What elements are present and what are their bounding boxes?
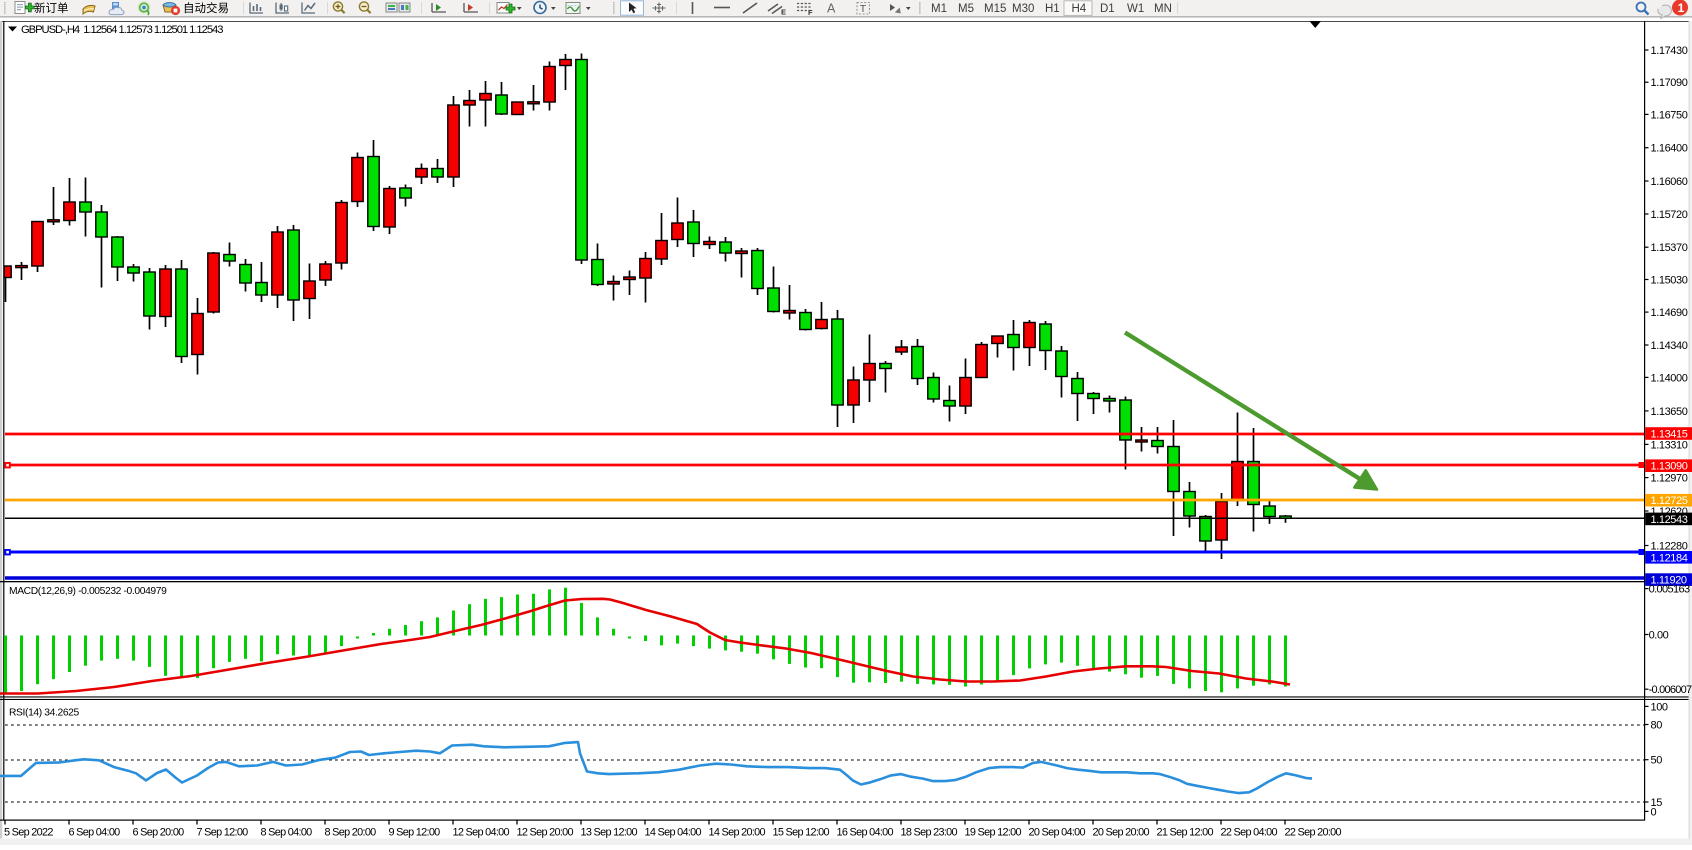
svg-text:13 Sep 12:00: 13 Sep 12:00 xyxy=(581,827,638,839)
svg-text:1.16400: 1.16400 xyxy=(1651,143,1688,155)
svg-text:A: A xyxy=(827,2,836,16)
svg-text:M30: M30 xyxy=(1012,3,1034,15)
svg-text:1.11920: 1.11920 xyxy=(1651,575,1687,587)
svg-text:新订单: 新订单 xyxy=(34,1,69,15)
svg-text:21 Sep 12:00: 21 Sep 12:00 xyxy=(1157,827,1214,839)
svg-text:0: 0 xyxy=(1651,806,1657,818)
svg-text:H4: H4 xyxy=(1072,3,1087,15)
svg-text:16 Sep 04:00: 16 Sep 04:00 xyxy=(837,827,894,839)
svg-text:F: F xyxy=(808,8,813,17)
svg-text:1.13090: 1.13090 xyxy=(1651,461,1688,473)
svg-text:1.14690: 1.14690 xyxy=(1651,307,1688,319)
svg-text:T: T xyxy=(860,3,867,15)
svg-text:M5: M5 xyxy=(958,3,974,15)
svg-text:1.12184: 1.12184 xyxy=(1651,552,1688,564)
svg-text:20 Sep 04:00: 20 Sep 04:00 xyxy=(1029,827,1086,839)
svg-text:1.14340: 1.14340 xyxy=(1651,340,1688,352)
svg-text:1.12725: 1.12725 xyxy=(1651,495,1688,507)
svg-text:GBPUSD-,H4 1.12564 1.12573 1.: GBPUSD-,H4 1.12564 1.12573 1.12501 1.125… xyxy=(21,24,223,36)
svg-text:0.00: 0.00 xyxy=(1649,630,1669,642)
svg-text:12 Sep 04:00: 12 Sep 04:00 xyxy=(453,827,510,839)
svg-text:1.15370: 1.15370 xyxy=(1651,242,1688,254)
svg-text:1.13650: 1.13650 xyxy=(1651,406,1688,418)
svg-text:M15: M15 xyxy=(984,3,1006,15)
svg-text:MACD(12,26,9) -0.005232 -0.004: MACD(12,26,9) -0.005232 -0.004979 xyxy=(9,586,167,597)
svg-text:14 Sep 04:00: 14 Sep 04:00 xyxy=(645,827,702,839)
svg-text:0.005163: 0.005163 xyxy=(1649,584,1690,596)
svg-text:E: E xyxy=(781,8,786,17)
svg-text:H1: H1 xyxy=(1045,3,1060,15)
svg-text:7 Sep 12:00: 7 Sep 12:00 xyxy=(197,827,249,839)
svg-text:-0.006007: -0.006007 xyxy=(1649,684,1692,696)
svg-text:M1: M1 xyxy=(931,3,947,15)
svg-text:6 Sep 20:00: 6 Sep 20:00 xyxy=(133,827,185,839)
svg-text:1.15720: 1.15720 xyxy=(1651,209,1688,221)
svg-text:1.16060: 1.16060 xyxy=(1651,176,1688,188)
svg-text:12 Sep 20:00: 12 Sep 20:00 xyxy=(517,827,574,839)
svg-text:15: 15 xyxy=(1651,797,1663,809)
svg-text:1.13310: 1.13310 xyxy=(1651,439,1688,451)
svg-text:80: 80 xyxy=(1651,720,1663,732)
svg-text:1.13415: 1.13415 xyxy=(1651,429,1688,441)
svg-text:自动交易: 自动交易 xyxy=(183,1,229,15)
svg-text:18 Sep 23:00: 18 Sep 23:00 xyxy=(901,827,958,839)
svg-text:20 Sep 20:00: 20 Sep 20:00 xyxy=(1093,827,1150,839)
svg-text:RSI(14) 34.2625: RSI(14) 34.2625 xyxy=(9,708,80,719)
svg-text:1.12543: 1.12543 xyxy=(1651,514,1688,526)
svg-text:1.15030: 1.15030 xyxy=(1651,275,1688,287)
svg-text:1.12970: 1.12970 xyxy=(1651,473,1688,485)
svg-text:1.17430: 1.17430 xyxy=(1651,45,1688,57)
svg-text:1.14000: 1.14000 xyxy=(1651,372,1688,384)
svg-text:5 Sep 2022: 5 Sep 2022 xyxy=(4,827,53,839)
svg-text:50: 50 xyxy=(1651,755,1663,767)
svg-text:22 Sep 20:00: 22 Sep 20:00 xyxy=(1285,827,1342,839)
svg-text:100: 100 xyxy=(1651,701,1668,713)
svg-text:MN: MN xyxy=(1154,3,1172,15)
svg-text:1.17090: 1.17090 xyxy=(1651,77,1688,89)
svg-text:22 Sep 04:00: 22 Sep 04:00 xyxy=(1221,827,1278,839)
svg-text:9 Sep 12:00: 9 Sep 12:00 xyxy=(389,827,441,839)
svg-text:8 Sep 20:00: 8 Sep 20:00 xyxy=(325,827,377,839)
svg-text:15 Sep 12:00: 15 Sep 12:00 xyxy=(773,827,830,839)
svg-text:6 Sep 04:00: 6 Sep 04:00 xyxy=(69,827,121,839)
svg-text:19 Sep 12:00: 19 Sep 12:00 xyxy=(965,827,1022,839)
svg-text:1.16750: 1.16750 xyxy=(1651,109,1688,121)
svg-text:8 Sep 04:00: 8 Sep 04:00 xyxy=(261,827,313,839)
svg-text:14 Sep 20:00: 14 Sep 20:00 xyxy=(709,827,766,839)
svg-text:1.12280: 1.12280 xyxy=(1651,541,1688,553)
svg-text:W1: W1 xyxy=(1127,3,1144,15)
svg-text:1: 1 xyxy=(1678,1,1685,15)
svg-text:D1: D1 xyxy=(1100,3,1115,15)
